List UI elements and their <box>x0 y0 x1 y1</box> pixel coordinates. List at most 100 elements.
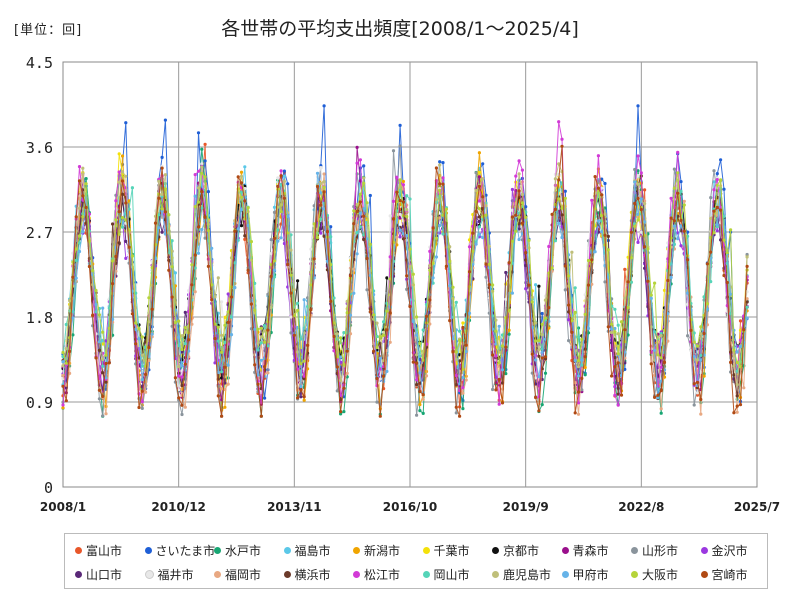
data-point <box>477 225 481 229</box>
legend-item: 横浜市 <box>283 566 331 583</box>
data-point <box>421 328 425 332</box>
data-point <box>200 165 204 169</box>
data-point <box>302 298 306 302</box>
legend-item: 千葉市 <box>422 542 470 559</box>
legend-label: 福岡市 <box>225 568 262 582</box>
data-point <box>193 173 197 177</box>
data-point <box>388 214 392 218</box>
data-point <box>120 216 125 220</box>
data-point <box>540 350 544 354</box>
data-point <box>322 180 326 184</box>
data-point <box>97 313 101 317</box>
data-point <box>124 174 128 178</box>
data-point <box>573 359 577 363</box>
data-point <box>296 308 300 312</box>
data-point <box>302 395 306 399</box>
data-point <box>220 333 224 337</box>
data-point <box>375 321 379 325</box>
data-point <box>180 412 184 417</box>
legend-marker <box>214 547 221 554</box>
data-point <box>458 329 462 333</box>
data-point <box>368 242 372 246</box>
data-point <box>101 394 105 398</box>
data-point <box>497 402 501 406</box>
data-point <box>656 396 660 400</box>
data-point <box>411 319 415 324</box>
data-point <box>692 403 696 407</box>
data-point <box>719 238 723 242</box>
data-point <box>97 340 101 344</box>
data-point <box>81 166 85 170</box>
data-point <box>649 296 653 300</box>
legend-label: 横浜市 <box>294 568 331 582</box>
legend-marker <box>283 547 291 554</box>
data-point <box>345 311 349 315</box>
data-point <box>461 386 465 390</box>
data-point <box>679 224 683 228</box>
data-point <box>497 324 501 328</box>
data-point <box>576 390 581 394</box>
legend-label: さいたま市 <box>155 544 216 558</box>
data-point <box>226 363 230 367</box>
data-point <box>299 384 303 389</box>
data-point <box>312 222 316 226</box>
data-point <box>319 181 323 185</box>
data-point <box>358 158 362 162</box>
legend-item: さいたま市 <box>144 542 216 559</box>
legend-marker <box>214 571 221 578</box>
data-point <box>239 208 244 212</box>
data-point <box>570 319 574 323</box>
data-point <box>312 204 316 208</box>
legend-label: 福島市 <box>294 544 331 558</box>
data-point <box>709 250 713 254</box>
data-point <box>299 337 303 341</box>
data-point <box>239 195 244 199</box>
data-point <box>378 414 382 418</box>
data-point <box>368 273 372 278</box>
data-point <box>438 182 442 186</box>
data-point <box>97 388 101 392</box>
legend-label: 富山市 <box>86 544 123 558</box>
data-point <box>101 306 105 310</box>
data-point <box>500 401 505 405</box>
data-point <box>322 207 326 211</box>
data-point <box>537 375 541 379</box>
data-point <box>431 261 435 265</box>
data-point <box>738 365 743 369</box>
data-point <box>120 192 125 196</box>
legend-item: 山形市 <box>631 542 678 559</box>
data-point <box>715 229 719 233</box>
data-point <box>623 328 627 332</box>
data-point <box>319 227 323 231</box>
data-point <box>610 322 614 326</box>
data-point <box>203 159 207 163</box>
data-point <box>669 216 673 220</box>
data-point <box>243 199 247 203</box>
data-point <box>563 196 567 200</box>
data-point <box>659 365 663 369</box>
x-tick-label: 2016/10 <box>383 500 437 514</box>
data-point <box>590 258 594 262</box>
data-point <box>398 123 402 127</box>
data-point <box>74 258 78 262</box>
data-point <box>699 397 703 402</box>
data-point <box>547 306 551 310</box>
data-point <box>712 209 716 213</box>
data-point <box>315 184 320 189</box>
data-point <box>104 376 108 380</box>
data-point <box>540 322 544 326</box>
data-point <box>203 215 207 219</box>
data-point <box>216 394 220 398</box>
data-point <box>319 231 323 235</box>
data-point <box>682 199 686 203</box>
data-point <box>385 309 389 313</box>
data-point <box>134 291 138 295</box>
data-point <box>606 325 610 329</box>
data-point <box>289 273 293 277</box>
legend-label: 金沢市 <box>711 544 748 558</box>
data-point <box>292 288 296 292</box>
data-point <box>375 345 379 350</box>
data-point <box>259 358 263 362</box>
data-point <box>643 266 647 270</box>
data-point <box>699 325 703 329</box>
